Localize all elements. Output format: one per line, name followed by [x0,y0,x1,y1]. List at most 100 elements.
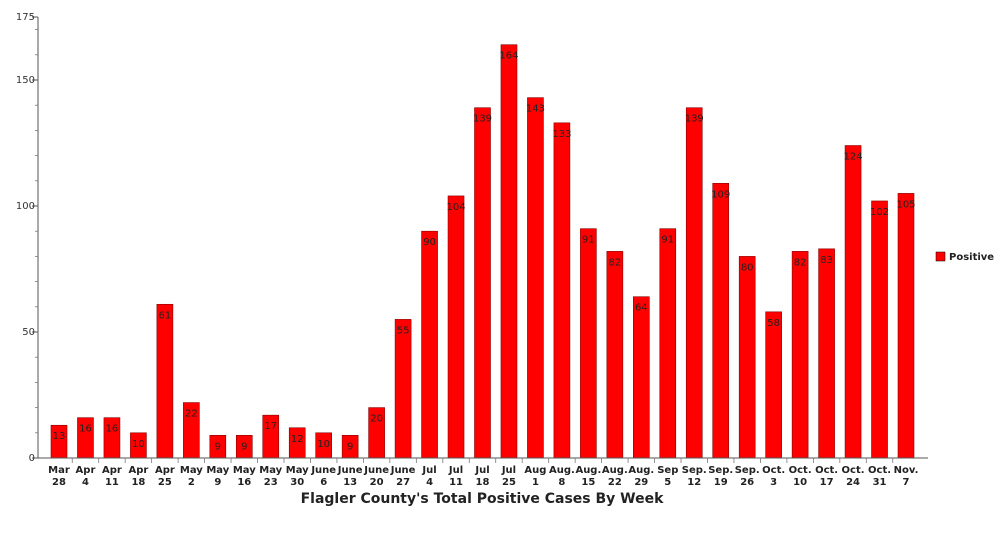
y-tick-label: 50 [22,327,35,338]
legend-swatch-positive [935,251,946,262]
x-tick-label-day: 2 [188,477,195,488]
bar-value-label: 124 [844,152,863,163]
bar-value-label: 80 [741,262,754,273]
bar [500,44,518,459]
x-tick-label-day: 23 [264,477,278,488]
bar-value-label: 109 [711,189,730,200]
x-tick-label: Aug. [549,465,575,476]
bar [421,230,438,459]
bar [765,311,782,459]
x-tick-label: June [363,465,389,476]
x-tick-label: May [233,465,256,476]
bar-value-label: 12 [291,434,304,445]
bar [818,248,835,459]
x-tick-label: Oct. [789,465,812,476]
x-tick-label-day: 3 [770,477,777,488]
y-tick-label: 175 [16,12,35,23]
x-tick-label: May [259,465,282,476]
bar [447,195,465,459]
y-tick-label: 100 [16,201,35,212]
bar-value-label: 102 [870,207,889,218]
x-tick-label-day: 15 [581,477,595,488]
x-tick-label-day: 25 [158,477,172,488]
x-tick-label-day: 10 [793,477,807,488]
x-tick-label: Oct. [762,465,785,476]
y-tick-label: 0 [29,453,35,464]
x-tick-label: Jul [501,465,516,476]
bar-value-label: 91 [661,235,674,246]
x-tick-label-day: 16 [237,477,251,488]
bar-value-label: 9 [347,441,353,452]
bar-value-label: 91 [582,235,595,246]
x-tick-label: Apr [128,465,148,476]
x-tick-label-day: 19 [714,477,728,488]
bar-value-label: 61 [159,310,172,321]
bar [156,303,174,459]
x-tick-label: Sep. [735,465,760,476]
bar-value-label: 10 [317,439,330,450]
x-tick-label-day: 25 [502,477,516,488]
x-tick-label: Apr [102,465,122,476]
x-tick-label: Jul [474,465,489,476]
bar-value-label: 16 [79,424,92,435]
bar [791,251,809,459]
x-tick-label-day: 28 [52,477,66,488]
x-tick-label-day: 4 [82,477,89,488]
legend-label-positive: Positive [949,252,994,263]
x-tick-label-day: 9 [214,477,221,488]
x-axis: Mar28Apr4Apr11Apr18Apr25May2May9May16May… [38,457,928,488]
x-tick-label: Sep. [708,465,733,476]
x-tick-label-day: 22 [608,477,622,488]
x-tick-label-day: 27 [396,477,410,488]
x-tick-label-day: 31 [873,477,887,488]
legend: Positive [935,251,994,263]
x-tick-label: Jul [448,465,463,476]
x-tick-label-day: 20 [370,477,384,488]
x-tick-label: Oct. [815,465,838,476]
bar [580,228,597,459]
x-tick-label-day: 1 [532,477,539,488]
bar [712,183,730,459]
bar-value-label: 82 [608,257,621,268]
x-tick-label-day: 12 [687,477,701,488]
bar-value-label: 16 [106,424,119,435]
x-axis-title: Flagler County's Total Positive Cases By… [301,491,665,507]
bar-value-label: 104 [446,202,465,213]
x-tick-label-day: 17 [820,477,834,488]
y-tick-label: 150 [16,75,35,86]
bar-value-label: 139 [473,114,492,125]
x-tick-label: Oct. [868,465,891,476]
bar [659,228,677,459]
x-tick-label: Jul [421,465,436,476]
bar-value-label: 9 [241,441,247,452]
x-tick-label: Apr [76,465,96,476]
bar [871,200,888,459]
bar-value-label: 22 [185,409,198,420]
x-tick-label: Sep [657,465,678,476]
bar [633,296,650,459]
bar [474,107,491,459]
bar [606,251,624,459]
bar [844,145,862,459]
bar-value-label: 13 [53,431,66,442]
x-tick-label: Aug. [628,465,654,476]
x-tick-label-day: 26 [740,477,754,488]
x-tick-label: June [337,465,363,476]
bar-value-label: 9 [215,441,221,452]
x-tick-label-day: 7 [903,477,910,488]
x-tick-label-day: 11 [449,477,463,488]
bar [394,319,412,459]
bar-value-label: 55 [397,325,410,336]
x-tick-label-day: 5 [664,477,671,488]
x-tick-label-day: 18 [476,477,490,488]
bar-value-label: 58 [767,318,780,329]
bar-value-label: 20 [370,414,383,425]
x-tick-label: Oct. [842,465,865,476]
bar-value-label: 143 [526,104,545,115]
x-tick-label: May [286,465,309,476]
bar-value-label: 164 [499,51,518,62]
bar [527,97,544,459]
bar [553,122,571,459]
bar-value-label: 17 [264,421,277,432]
